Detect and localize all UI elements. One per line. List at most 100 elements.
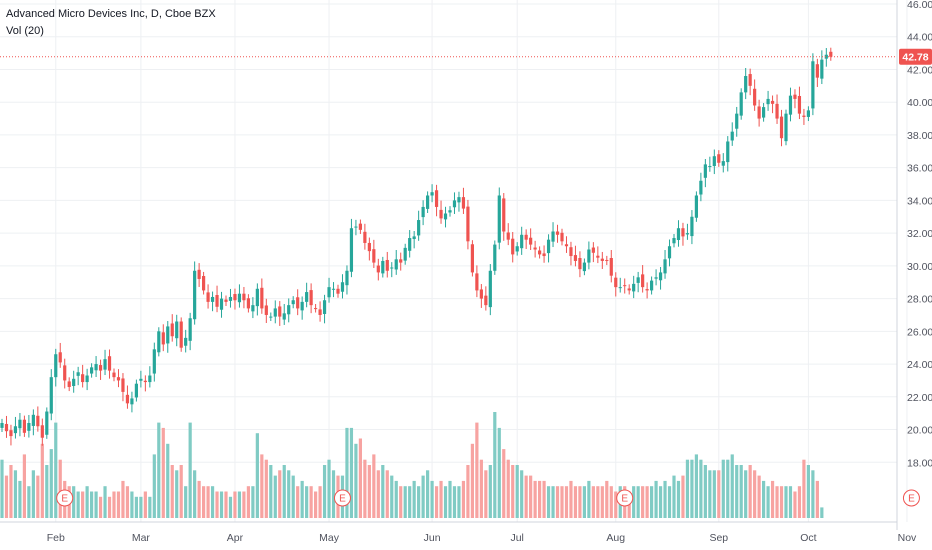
earnings-marker[interactable]	[333, 489, 351, 507]
volume-bar	[538, 480, 542, 518]
earnings-marker[interactable]	[902, 489, 920, 507]
volume-bar	[166, 443, 170, 518]
candle-body	[215, 294, 219, 307]
candle-body	[757, 106, 761, 119]
volume-bar	[587, 480, 591, 518]
candle-body	[430, 192, 434, 196]
candle-body	[349, 228, 354, 272]
candle-body	[314, 308, 318, 310]
volume-bar	[296, 486, 300, 518]
candle-body	[197, 269, 201, 279]
volume-bar	[766, 486, 770, 518]
candle-body	[367, 242, 371, 252]
candle-body	[735, 113, 739, 129]
volume-bar	[506, 459, 510, 518]
volume-bar	[54, 422, 58, 518]
candle-body	[90, 367, 94, 374]
candle-body	[591, 247, 595, 253]
candle-body	[421, 206, 425, 218]
chart-legend: Advanced Micro Devices Inc, D, Cboe BZX …	[6, 6, 216, 40]
candle-body	[300, 301, 304, 311]
volume-bar	[430, 480, 434, 518]
candle-body	[694, 195, 698, 218]
candle-body	[72, 378, 76, 386]
candle-body	[721, 161, 725, 166]
candle-body	[623, 285, 627, 287]
y-tick-label: 22.00	[907, 392, 932, 404]
candle-body	[363, 231, 367, 243]
candle-body	[538, 250, 542, 255]
candle-body	[188, 318, 192, 341]
earnings-marker[interactable]	[616, 489, 634, 507]
candle-body	[784, 113, 788, 142]
candle-body	[148, 375, 152, 383]
candle-body	[18, 419, 22, 429]
candle-body	[448, 210, 452, 213]
volume-bar	[112, 491, 116, 518]
volume-bar	[148, 496, 152, 518]
candle-body	[452, 200, 457, 208]
candle-body	[394, 259, 398, 270]
volume-bar	[385, 470, 389, 518]
volume-bar	[452, 486, 457, 518]
volume-bar	[551, 486, 555, 518]
volume-bar	[58, 459, 62, 518]
volume-bar	[349, 427, 354, 518]
volume-bar	[327, 459, 331, 518]
candle-body	[179, 321, 183, 348]
candle-body	[54, 354, 58, 378]
candle-body	[573, 255, 578, 261]
volume-bar	[699, 459, 703, 518]
candle-body	[166, 326, 170, 344]
volume-bar	[529, 475, 533, 518]
volume-bar	[358, 438, 362, 518]
candle-body	[4, 423, 9, 432]
candle-body	[564, 244, 569, 247]
volume-indicator-label: Vol (20)	[6, 25, 44, 37]
candle-body	[488, 270, 492, 308]
candle-body	[98, 365, 103, 371]
candle-body	[67, 381, 71, 387]
volume-bar	[197, 480, 201, 518]
candle-body	[632, 283, 636, 292]
candle-body	[152, 349, 156, 374]
volume-bar	[314, 491, 318, 518]
last-price-label: 42.78	[902, 52, 928, 64]
volume-bar	[224, 491, 228, 518]
candle-body	[515, 246, 519, 252]
candle-body	[605, 259, 609, 261]
volume-bar	[806, 465, 810, 518]
candle-body	[242, 293, 246, 301]
candle-body	[654, 277, 658, 279]
candle-body	[788, 95, 793, 115]
candle-body	[609, 258, 613, 276]
volume-bar	[520, 470, 524, 518]
volume-bar	[672, 475, 676, 518]
volume-bar	[170, 465, 174, 518]
candle-body	[618, 287, 622, 289]
candle-body	[58, 352, 62, 363]
volume-bar	[820, 507, 824, 518]
candle-body	[403, 247, 407, 261]
candle-body	[260, 287, 264, 309]
volume-bar	[202, 486, 206, 518]
volume-bar	[779, 486, 784, 518]
volume-bar	[708, 470, 712, 518]
volume-bar	[555, 486, 560, 518]
candle-body	[246, 298, 250, 309]
candle-body	[560, 232, 564, 242]
volume-bar	[206, 486, 210, 518]
y-tick-label: 40.00	[907, 97, 932, 109]
candle-body	[417, 220, 421, 236]
symbol-title: Advanced Micro Devices Inc, D, Cboe BZX	[6, 8, 216, 20]
candle-body	[273, 308, 277, 317]
volume-bar	[381, 465, 385, 518]
earnings-marker[interactable]	[56, 489, 74, 507]
volume-bar	[215, 491, 219, 518]
volume-bar	[394, 480, 398, 518]
candle-body	[443, 213, 448, 220]
volume-bar	[269, 465, 273, 518]
volume-bar	[179, 465, 183, 518]
